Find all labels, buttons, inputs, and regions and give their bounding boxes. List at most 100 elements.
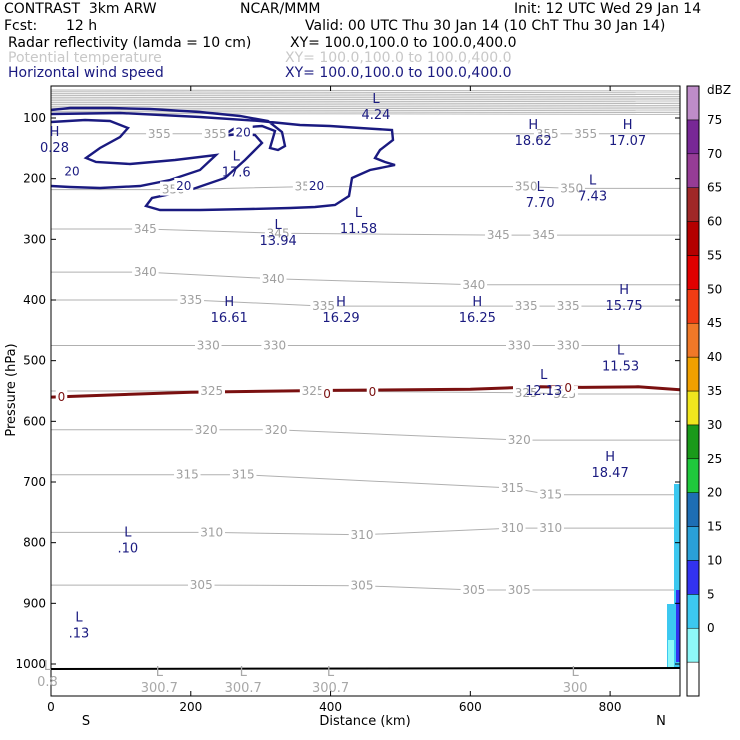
theta-label: 315 [539,488,562,502]
theta-dense-line [51,100,680,103]
extremum-type: H [224,295,234,310]
extremum-type: H [619,283,629,298]
field-wind-name: Horizontal wind speed [8,65,164,81]
wind-label-bg [233,124,253,139]
colorbar-segment [686,153,700,188]
colorbar-segment [686,85,700,121]
theta-label: 340 [462,278,485,292]
colorbar-segment [686,492,700,527]
theta-label: 350 [560,181,583,195]
org-title: NCAR/MMM [240,1,321,17]
extremum-value: 300.7 [225,681,262,696]
wind-label: 20 [309,179,324,193]
y-axis-label: Pressure (hPa) [4,343,19,436]
theta-dense-line [51,93,680,96]
theta-contour-320 [51,429,680,441]
y-tick-label: 300 [23,232,46,246]
extremum-type: H [472,295,482,310]
extremum-type: L [372,92,380,107]
colorbar-label: 10 [707,553,722,567]
extremum-value: 18.62 [515,134,552,149]
colorbar-frame [686,85,700,697]
theta-dense-line [51,112,680,115]
zero-dbz-label-bg [321,386,333,401]
theta-label: 350 [515,180,538,194]
extremum-type: L [233,149,241,164]
extremum-value: 13.94 [260,234,297,249]
theta-dense-line [51,102,680,105]
theta-label-bg [554,337,582,352]
extrema-labels: H0.28L4.24L17.6H18.62H17.07L7.70L7.43L11… [37,92,646,696]
fcst-label: Fcst: [4,18,38,34]
theta-label: 320 [508,433,531,447]
theta-label-bg [132,221,159,236]
valid-time: Valid: 00 UTC Thu 30 Jan 14 (10 ChT Thu … [305,18,666,34]
wind-label-bg [307,177,327,192]
colorbar-segment [686,594,700,629]
theta-dense-line [51,103,680,106]
theta-label-bg [537,520,564,535]
x-tick-label: 400 [319,700,342,714]
extremum-type: L [75,611,83,626]
theta-label: 355 [536,127,559,141]
extremum-type: L [589,174,597,189]
theta-label-bg [188,577,215,592]
wind-label: 20 [236,126,251,140]
theta-dense-line [51,98,680,101]
extremum-type: H [336,295,346,310]
colorbar-segment [686,390,700,426]
theta-label-bg [558,180,585,195]
theta-label: 305 [508,583,531,597]
theta-label-bg [512,178,540,193]
theta-label-bg [460,276,488,291]
extremum-value: 7.70 [526,196,555,211]
theta-label-bg [198,524,225,539]
reflectivity-echo [667,484,680,668]
extremum-type: L [617,344,625,359]
extremum-type: L [537,180,545,195]
colorbar-segment [686,255,700,290]
colorbar-label: 30 [707,418,722,432]
theta-label-bg [261,337,288,352]
zero-dbz-label-bg [55,389,68,404]
y-tick-label: 800 [23,536,46,550]
colorbar-segment [686,458,700,493]
init-time: Init: 12 UTC Wed 29 Jan 14 [514,1,702,17]
colorbar-label: 55 [707,248,722,262]
extremum-value: 11.53 [602,360,639,375]
zero-dbz-line [51,385,680,399]
theta-label: 330 [557,339,580,353]
colorbar-segment [686,289,700,324]
theta-label: 335 [312,299,335,313]
theta-label-bg [499,520,526,535]
model-title: CONTRAST 3km ARW [4,1,157,17]
extremum-value: 17.6 [222,165,251,180]
y-tick-label: 200 [23,172,46,186]
colorbar-unit: dBZ [707,83,731,97]
theta-dense-line [51,105,680,108]
y-tick-label: 100 [23,111,46,125]
extremum-type: L [540,368,548,383]
theta-label-bg [299,383,327,397]
extremum-type: L [44,659,52,674]
extremum-value: 15.75 [605,299,642,314]
theta-label-bg [132,264,159,279]
wind-label-bg [174,177,194,192]
extremum-value: 0.28 [40,141,69,156]
wind-label: 20 [64,164,79,178]
colorbar-label: 5 [707,587,715,601]
theta-label-bg [192,421,220,436]
theta-label: 315 [232,468,255,482]
extremum-value: 0.8 [37,675,58,690]
zero-dbz-label: 0 [369,385,377,399]
theta-dense-line [51,91,680,94]
colorbar-segment [686,627,700,663]
extremum-value: 300.7 [312,681,349,696]
extremum-value: 16.29 [322,311,359,326]
theta-label-bg [146,125,173,140]
theta-label-bg [174,466,201,481]
wind-contour-lines [51,106,396,212]
theta-contour-305 [51,584,680,591]
colorbar-segment [686,526,700,561]
theta-label: 345 [487,228,510,242]
